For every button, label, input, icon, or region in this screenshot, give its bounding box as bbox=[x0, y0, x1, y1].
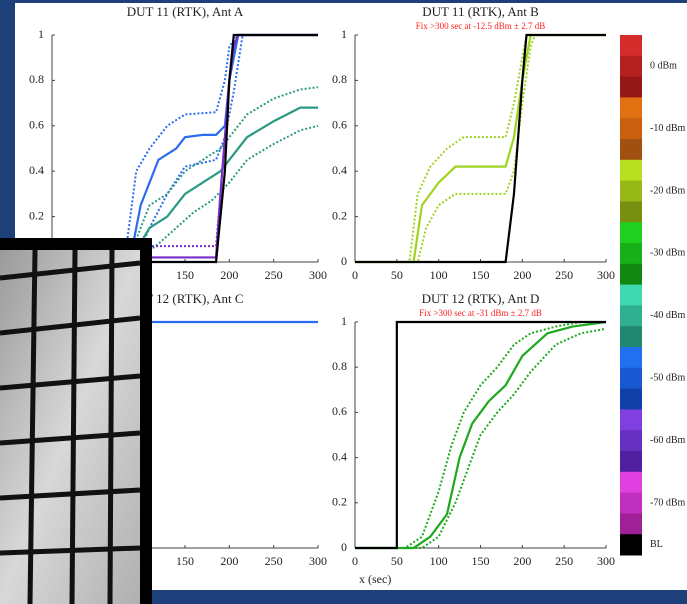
colorbar-swatch bbox=[620, 367, 642, 390]
cdf-line bbox=[355, 320, 606, 550]
colorbar-swatch bbox=[620, 492, 642, 514]
colorbar-swatch bbox=[620, 222, 642, 244]
x-tick-label: 100 bbox=[430, 554, 448, 568]
colorbar-swatch bbox=[620, 159, 642, 182]
colorbar-swatch bbox=[620, 35, 642, 57]
y-tick-label: 1 bbox=[341, 314, 347, 328]
y-tick-label: 0.6 bbox=[29, 118, 44, 132]
y-tick-label: 0 bbox=[341, 254, 347, 268]
colorbar-swatch bbox=[620, 451, 642, 473]
colorbar-swatch bbox=[620, 180, 642, 202]
cdf-line bbox=[51, 33, 318, 264]
colorbar-label: -10 dBm bbox=[650, 123, 686, 134]
y-tick-label: 0.8 bbox=[29, 72, 44, 86]
x-tick-label: 300 bbox=[597, 268, 615, 282]
cdf-line bbox=[355, 33, 606, 264]
x-tick-label: 0 bbox=[352, 554, 358, 568]
colorbar-label: -20 dBm bbox=[650, 185, 686, 196]
absorber-lines bbox=[0, 249, 141, 604]
chart-title: DUT 12 (RTK), Ant C bbox=[126, 291, 243, 306]
y-tick-label: 0.2 bbox=[332, 495, 347, 509]
colorbar-swatch bbox=[620, 409, 642, 431]
x-axis-label: x (sec) bbox=[359, 572, 391, 586]
y-tick-label: 0.4 bbox=[29, 163, 44, 177]
x-tick-label: 200 bbox=[220, 268, 238, 282]
x-tick-label: 300 bbox=[597, 554, 615, 568]
x-tick-label: 150 bbox=[472, 268, 490, 282]
colorbar-swatch bbox=[620, 388, 642, 410]
x-tick-label: 150 bbox=[176, 268, 194, 282]
x-tick-label: 250 bbox=[265, 268, 283, 282]
cdf-line bbox=[51, 34, 318, 263]
colorbar-label: -50 dBm bbox=[650, 372, 686, 383]
cdf-line bbox=[355, 33, 606, 264]
x-tick-label: 250 bbox=[555, 268, 573, 282]
chart-subtitle: Fix >300 sec at -12.5 dBm ± 2.7 dB bbox=[416, 21, 546, 31]
y-tick-label: 1 bbox=[341, 27, 347, 41]
x-tick-label: 100 bbox=[430, 268, 448, 282]
colorbar-swatch bbox=[620, 513, 642, 535]
colorbar-swatch bbox=[620, 97, 642, 119]
x-tick-label: 250 bbox=[265, 554, 283, 568]
x-tick-label: 300 bbox=[309, 554, 327, 568]
colorbar-label: -40 dBm bbox=[650, 310, 686, 321]
colorbar-label: -60 dBm bbox=[650, 435, 686, 446]
x-tick-label: 50 bbox=[391, 268, 403, 282]
y-tick-label: 0 bbox=[341, 540, 347, 554]
colorbar-label: BL bbox=[650, 539, 663, 550]
x-tick-label: 0 bbox=[352, 268, 358, 282]
y-tick-label: 0.2 bbox=[332, 208, 347, 222]
cdf-line bbox=[355, 34, 606, 263]
y-tick-label: 0.6 bbox=[332, 404, 347, 418]
x-tick-label: 300 bbox=[309, 268, 327, 282]
colorbar-swatch bbox=[620, 76, 642, 98]
colorbar-swatch bbox=[620, 305, 642, 327]
colorbar-swatch bbox=[620, 284, 642, 306]
y-tick-label: 0.2 bbox=[29, 208, 44, 222]
colorbar-swatch bbox=[620, 201, 642, 223]
x-tick-label: 200 bbox=[513, 268, 531, 282]
colorbar-swatch bbox=[620, 347, 642, 369]
x-tick-label: 200 bbox=[513, 554, 531, 568]
colorbar-swatch bbox=[620, 55, 642, 78]
chart-subtitle: Fix >300 sec at -31 dBm ± 2.7 dB bbox=[419, 308, 542, 318]
chamber-photo bbox=[0, 238, 152, 604]
colorbar-label: -70 dBm bbox=[650, 497, 686, 508]
y-tick-label: 0.8 bbox=[332, 72, 347, 86]
colorbar-swatch bbox=[620, 118, 642, 140]
cdf-line bbox=[51, 86, 319, 263]
cdf-line bbox=[52, 33, 318, 264]
cdf-line bbox=[355, 34, 606, 263]
chart-title: DUT 11 (RTK), Ant A bbox=[127, 4, 244, 19]
y-tick-label: 1 bbox=[38, 27, 44, 41]
y-tick-label: 0.4 bbox=[332, 449, 347, 463]
colorbar-label: 0 dBm bbox=[650, 60, 677, 71]
colorbar-swatch bbox=[620, 326, 642, 348]
colorbar-swatch bbox=[620, 243, 642, 265]
colorbar-swatch bbox=[620, 471, 642, 494]
chart-title: DUT 12 (RTK), Ant D bbox=[422, 291, 540, 306]
chart-title: DUT 11 (RTK), Ant B bbox=[422, 4, 539, 19]
cdf-line bbox=[355, 320, 607, 550]
y-tick-label: 0.8 bbox=[332, 359, 347, 373]
x-tick-label: 50 bbox=[391, 554, 403, 568]
x-tick-label: 150 bbox=[472, 554, 490, 568]
x-tick-label: 150 bbox=[176, 554, 194, 568]
y-tick-label: 0.4 bbox=[332, 163, 347, 177]
colorbar-swatch bbox=[620, 139, 642, 161]
x-tick-label: 250 bbox=[555, 554, 573, 568]
colorbar-swatch bbox=[620, 263, 642, 286]
y-tick-label: 0.6 bbox=[332, 118, 347, 132]
cdf-line bbox=[355, 321, 606, 549]
x-tick-label: 200 bbox=[220, 554, 238, 568]
colorbar-label: -30 dBm bbox=[650, 248, 686, 259]
colorbar-swatch bbox=[620, 534, 642, 556]
colorbar-swatch bbox=[620, 430, 642, 452]
cdf-line bbox=[51, 106, 318, 264]
